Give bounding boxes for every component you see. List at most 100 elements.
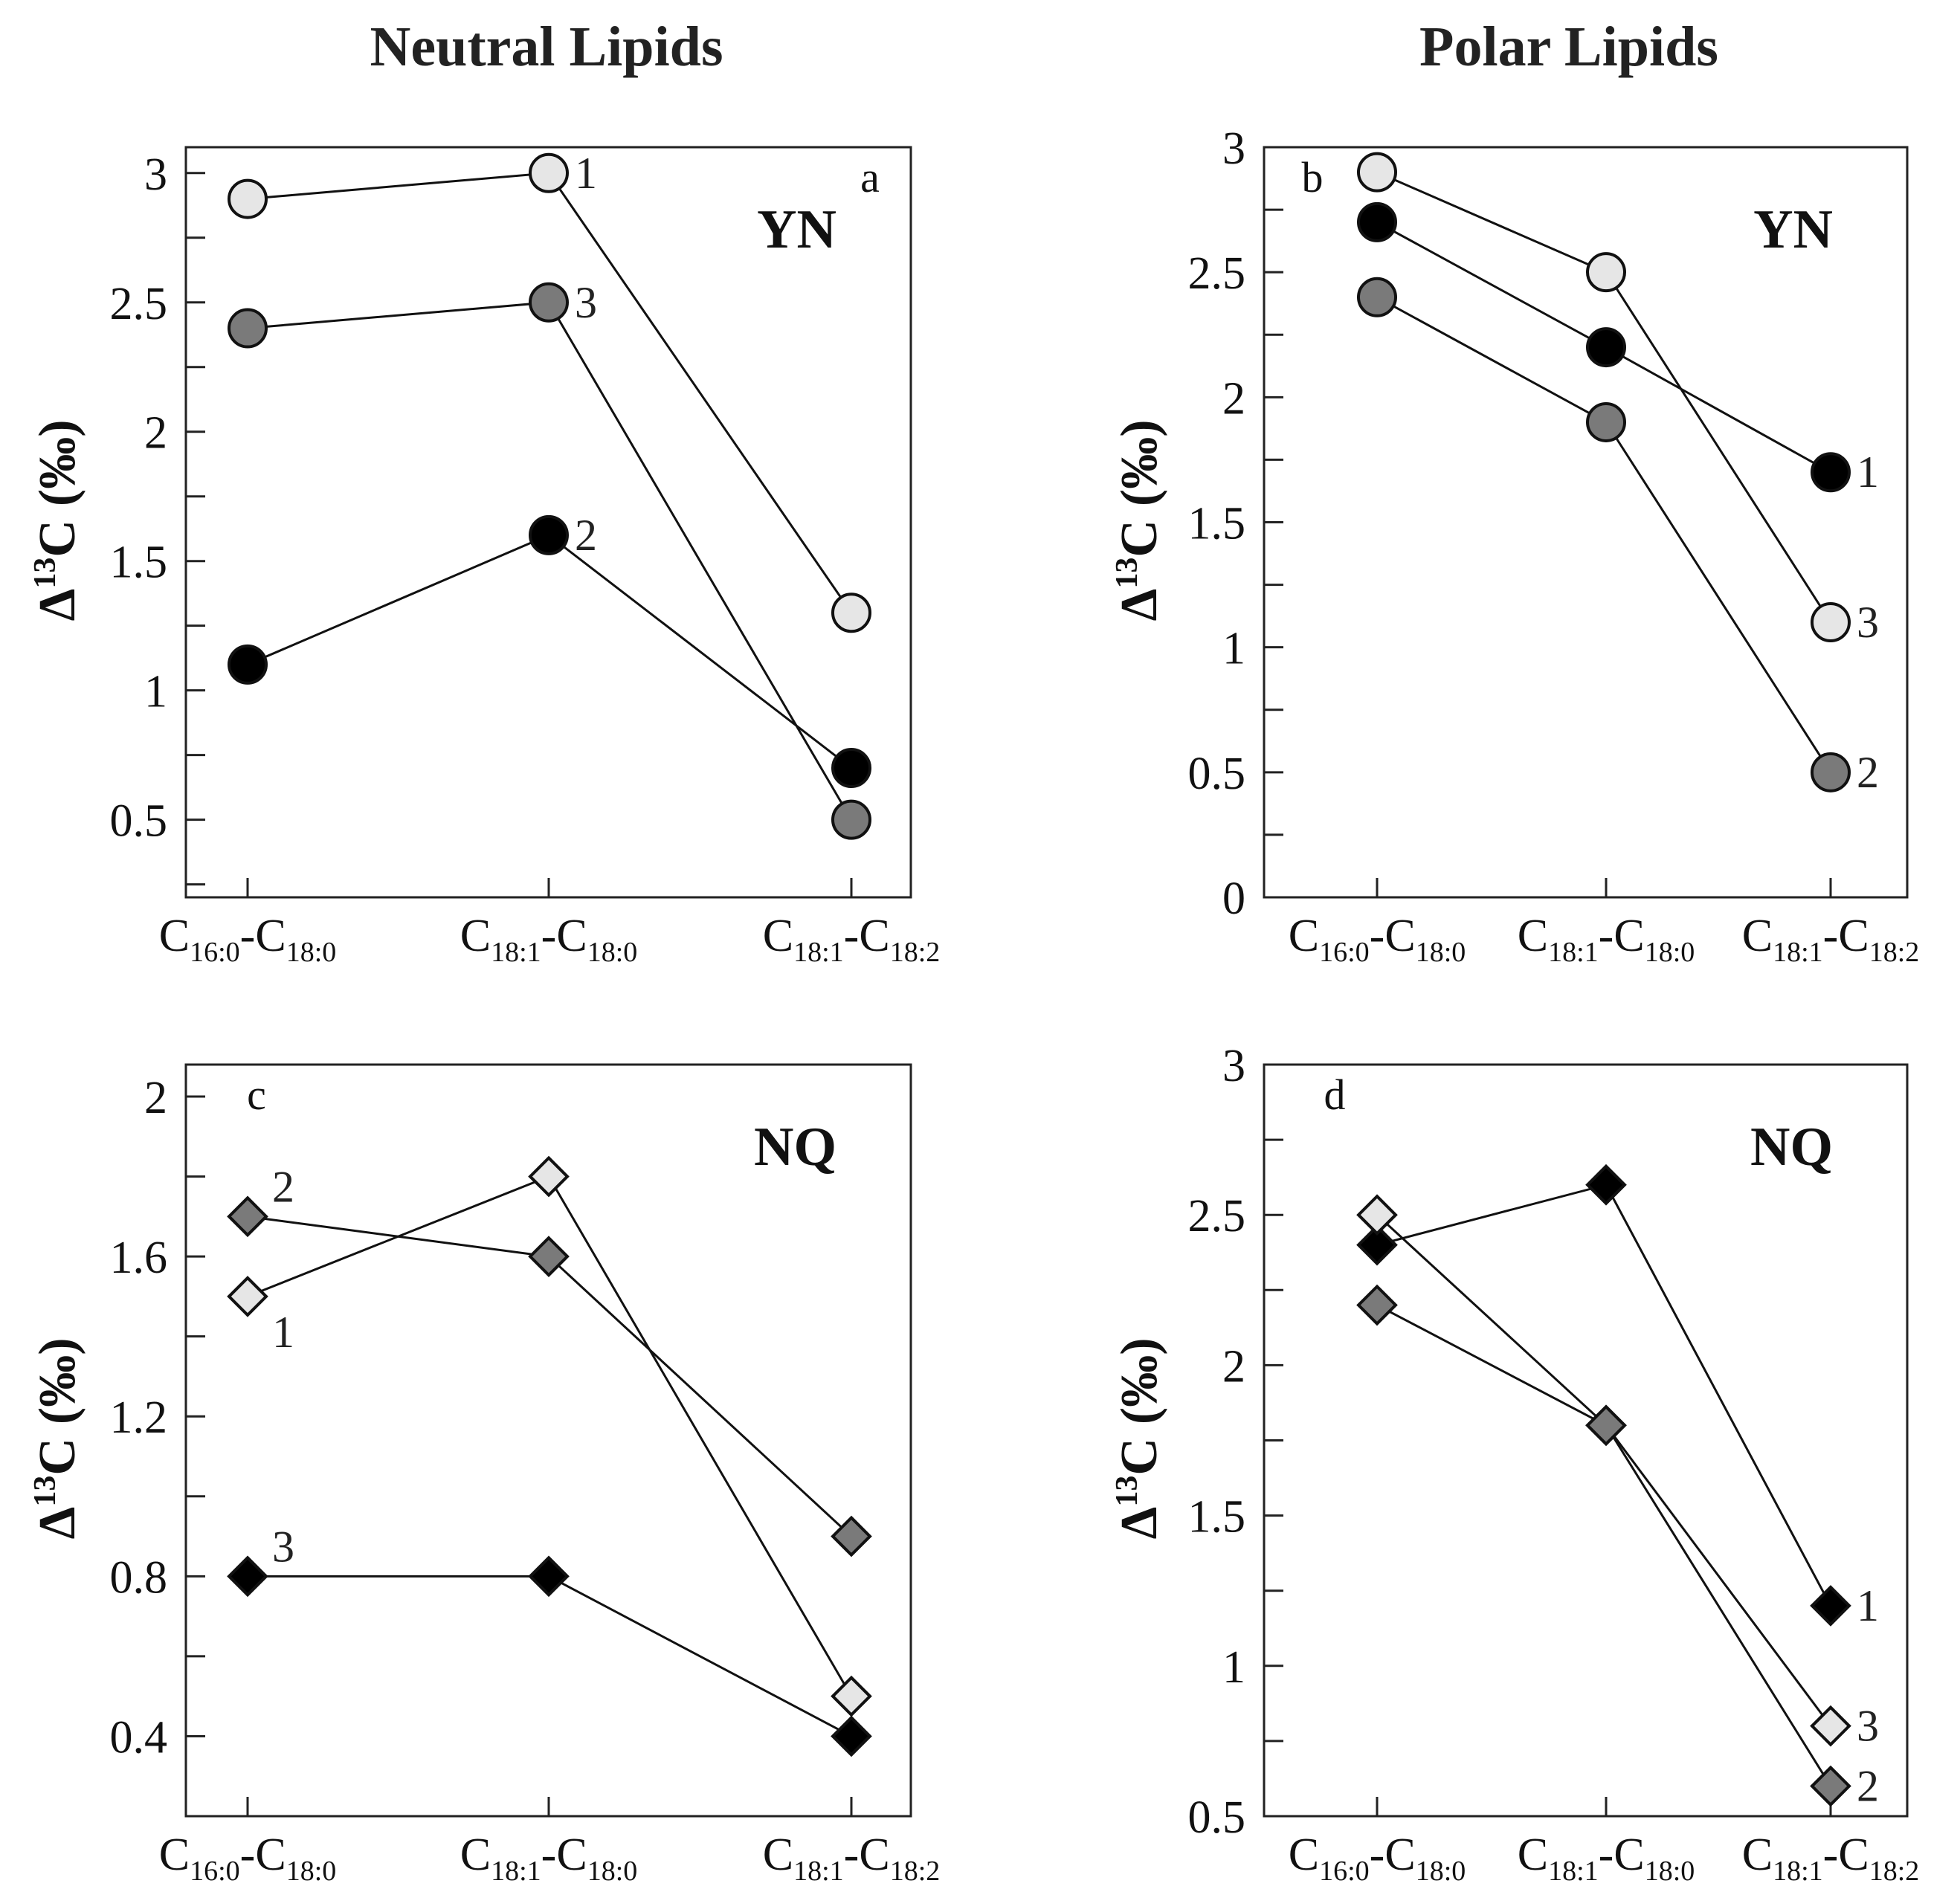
- x-category-label: C16:0-C18:0: [1289, 911, 1466, 968]
- y-axis-label-part: 13: [1110, 1476, 1144, 1507]
- category-part-sub2: 18:0: [1416, 937, 1466, 968]
- category-part-sub1: 18:1: [793, 937, 844, 968]
- category-part-sub1: 16:0: [190, 1856, 240, 1887]
- y-tick-label: 2.5: [1188, 1191, 1246, 1242]
- data-point-diamond: [1356, 1224, 1398, 1266]
- y-axis-label-part: Δ: [1111, 1507, 1168, 1540]
- y-tick-label: 1.5: [1188, 1492, 1246, 1543]
- y-tick-label: 0.5: [1188, 1792, 1246, 1843]
- category-part-main2: C: [1384, 911, 1415, 961]
- category-part-sub2: 18:2: [1869, 1856, 1920, 1887]
- category-part-dash: -: [1823, 911, 1839, 961]
- data-point-diamond: [831, 1715, 872, 1757]
- category-part-sub2: 18:0: [1645, 937, 1695, 968]
- category-part-main2: C: [255, 1830, 286, 1880]
- category-part-main1: C: [1289, 1830, 1319, 1880]
- y-tick-label: 3: [144, 149, 167, 200]
- site-label: NQ: [754, 1117, 836, 1178]
- category-part-main1: C: [763, 1830, 793, 1880]
- site-label: NQ: [1750, 1117, 1833, 1178]
- category-part-main1: C: [1518, 1830, 1548, 1880]
- data-point-circle: [1357, 152, 1397, 193]
- category-part-sub2: 18:0: [587, 937, 638, 968]
- data-point-diamond: [528, 1155, 570, 1198]
- series-label: 2: [575, 511, 597, 560]
- y-tick-label: 2: [1222, 373, 1245, 424]
- category-part-main2: C: [1838, 1830, 1869, 1880]
- category-part-sub1: 18:1: [1773, 937, 1823, 968]
- category-part-sub2: 18:0: [286, 1856, 337, 1887]
- category-part-sub2: 18:0: [286, 937, 337, 968]
- series-label: 1: [1857, 1581, 1879, 1630]
- panel-letter: d: [1324, 1071, 1346, 1119]
- y-axis-label-part: 13: [28, 558, 62, 589]
- category-part-dash: -: [1823, 1830, 1839, 1880]
- data-point-diamond: [528, 1236, 570, 1277]
- panel-letter: c: [247, 1071, 266, 1119]
- y-axis-label: Δ13C (‰): [28, 419, 86, 621]
- category-part-main1: C: [1742, 911, 1773, 961]
- series-line-3: [247, 301, 853, 821]
- y-tick-label: 1.5: [1188, 499, 1246, 549]
- data-point-circle: [831, 748, 871, 789]
- data-point-diamond: [1356, 1284, 1398, 1326]
- category-part-main1: C: [1289, 911, 1319, 961]
- series-line-2: [1376, 1304, 1832, 1787]
- site-label: YN: [757, 199, 836, 260]
- x-category-label: C18:1-C18:0: [1518, 1830, 1695, 1887]
- y-axis-label: Δ13C (‰): [1110, 419, 1168, 621]
- y-tick-label: 0.4: [110, 1712, 168, 1763]
- category-part-main2: C: [859, 1830, 889, 1880]
- category-part-dash: -: [541, 1830, 557, 1880]
- y-tick-label: 0.5: [1188, 749, 1246, 799]
- series-label: 3: [575, 278, 597, 327]
- category-part-sub1: 18:1: [793, 1856, 844, 1887]
- y-axis-label: Δ13C (‰): [28, 1337, 86, 1539]
- y-axis-label-part: C: [29, 520, 86, 558]
- x-category-label: C18:1-C18:2: [763, 1830, 941, 1887]
- data-point-circle: [1357, 201, 1397, 242]
- y-axis-label-part: (‰): [29, 1337, 86, 1424]
- category-part-sub1: 18:1: [1773, 1856, 1823, 1887]
- x-category-label: C16:0-C18:0: [159, 911, 337, 968]
- data-point-circle: [228, 644, 268, 685]
- series-label: 3: [1857, 598, 1879, 647]
- y-tick-label: 0: [1222, 874, 1245, 924]
- data-point-diamond: [1585, 1404, 1627, 1447]
- y-tick-label: 3: [1222, 1041, 1245, 1091]
- category-part-dash: -: [1370, 911, 1385, 961]
- y-tick-label: 1.6: [110, 1233, 168, 1283]
- data-point-circle: [228, 178, 268, 219]
- data-point-diamond: [227, 1555, 268, 1598]
- column-title-neutral-lipids: Neutral Lipids: [370, 16, 723, 78]
- y-tick-label: 0.8: [110, 1552, 168, 1603]
- site-label: YN: [1753, 199, 1833, 260]
- series-line-1: [1376, 1184, 1832, 1607]
- series-label: 1: [575, 149, 597, 198]
- data-point-circle: [1811, 602, 1851, 643]
- data-point-circle: [228, 308, 268, 349]
- category-part-sub2: 18:2: [890, 937, 941, 968]
- category-part-sub1: 18:1: [491, 937, 541, 968]
- y-axis-label-part: Δ: [29, 1507, 86, 1540]
- category-part-main2: C: [1614, 1830, 1644, 1880]
- data-point-diamond: [528, 1555, 570, 1598]
- x-category-label: C18:1-C18:2: [1742, 1830, 1920, 1887]
- x-category-label: C18:1-C18:2: [763, 911, 941, 968]
- x-category-label: C18:1-C18:0: [460, 1830, 638, 1887]
- panel-letter: a: [860, 153, 880, 201]
- category-part-main1: C: [460, 911, 491, 961]
- y-axis-label-part: (‰): [1111, 419, 1168, 506]
- series-label: 3: [1857, 1702, 1879, 1751]
- y-tick-label: 2: [1222, 1341, 1245, 1392]
- y-tick-label: 2: [144, 1073, 167, 1123]
- data-point-circle: [1586, 401, 1626, 442]
- series-label: 2: [272, 1162, 294, 1211]
- y-tick-label: 3: [1222, 123, 1245, 174]
- panel-letter: b: [1302, 153, 1324, 201]
- y-axis-label-part: C: [1111, 520, 1168, 558]
